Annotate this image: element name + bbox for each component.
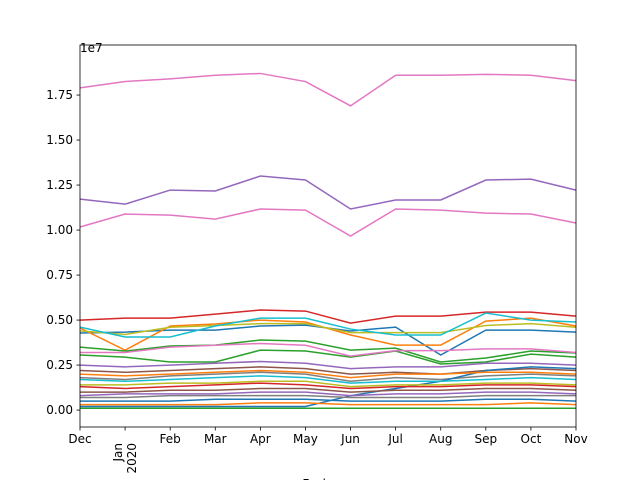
series-line [79,339,577,363]
series-line [79,360,577,370]
x-tick-sublabel: 2020 [125,443,139,474]
x-tick-label: Feb [160,432,181,446]
series-line [79,175,577,210]
x-tick-label: Jul [387,432,402,446]
y-tick-label: 1.75 [46,88,73,102]
series-line [79,375,577,384]
series-line [79,309,577,324]
plot-frame [79,44,577,428]
series-line [79,391,577,397]
series-line [79,382,577,390]
series-line [80,380,577,388]
x-tick-label: Oct [521,432,542,446]
x-tick-label: Dec [68,432,91,446]
series-line [79,208,577,237]
y-tick-label: 0.75 [46,268,73,282]
x-axis-label: Fecha [302,477,337,480]
y-tick-label: 0.50 [46,313,73,327]
series-line [79,349,577,365]
y-offset-label: 1e7 [80,41,103,55]
series-line [79,312,577,338]
y-tick-label: 0.25 [46,358,73,372]
y-tick-label: 0.00 [46,403,73,417]
x-tick-label: Mar [204,432,227,446]
y-tick-label: 1.50 [46,133,73,147]
series-line [80,402,577,406]
x-tick-label: Sep [475,432,498,446]
x-tick-label: Apr [250,432,271,446]
x-tick-label: Aug [429,432,452,446]
x-tick-label: Nov [564,432,587,446]
x-tick-label: Jun [340,432,360,446]
x-tick-label: Jan [111,443,125,463]
series-line [79,322,577,336]
series-line [79,371,577,383]
x-tick-label: May [293,432,318,446]
series-line [80,387,577,393]
series-line [80,394,576,399]
y-tick-label: 1.25 [46,178,73,192]
series-line [79,72,577,107]
series-line [79,369,577,379]
y-tick-label: 1.00 [46,223,73,237]
series-line [80,366,577,408]
series-line [80,398,577,402]
series-line [80,342,577,357]
